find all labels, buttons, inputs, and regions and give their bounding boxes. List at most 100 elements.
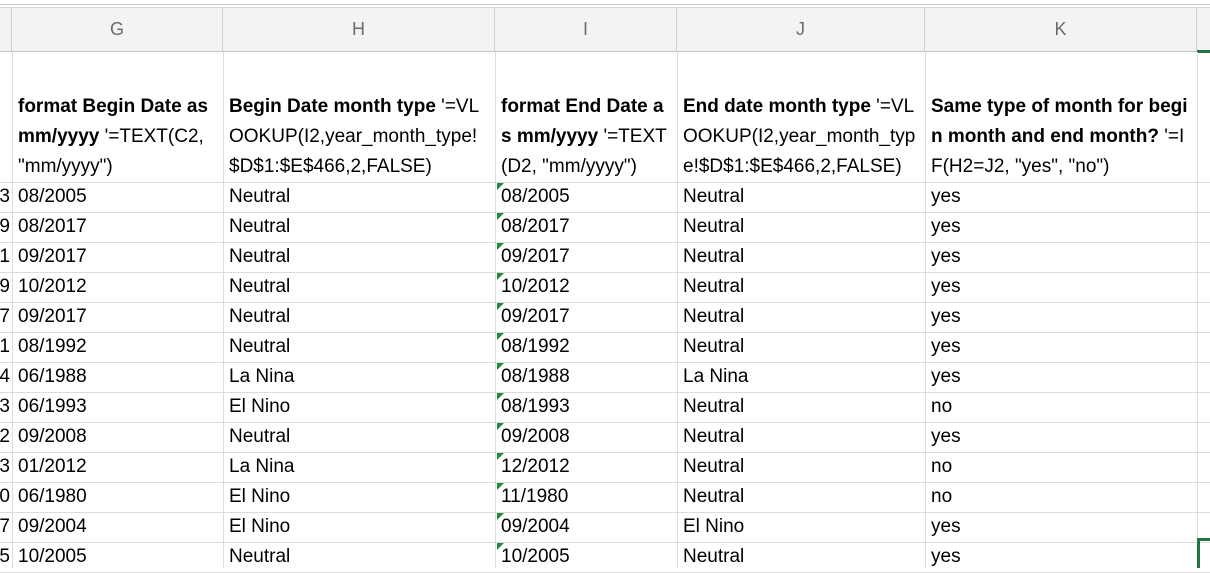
cell-g[interactable]: 08/2005: [18, 186, 87, 207]
column-header-i[interactable]: I: [495, 8, 677, 52]
cell-h[interactable]: El Nino: [229, 396, 291, 417]
cell-j[interactable]: Neutral: [683, 456, 745, 477]
error-indicator-icon[interactable]: [497, 333, 504, 340]
cell-i[interactable]: 09/2017: [501, 306, 570, 327]
error-indicator-icon[interactable]: [497, 393, 504, 400]
cell-i[interactable]: 11/1980: [501, 486, 569, 507]
clipped-cell[interactable]: 9: [0, 272, 12, 302]
header-cell-j[interactable]: End date month type '=VLOOKUP(I2,year_mo…: [677, 52, 925, 182]
cell-j[interactable]: Neutral: [683, 246, 745, 267]
cell-k[interactable]: yes: [931, 216, 961, 237]
cell-k[interactable]: no: [931, 456, 953, 477]
cell-j[interactable]: Neutral: [683, 276, 745, 297]
cell-h[interactable]: Neutral: [229, 216, 291, 237]
cell-k[interactable]: yes: [931, 246, 961, 267]
cell-h[interactable]: Neutral: [229, 186, 291, 207]
header-cell-h[interactable]: Begin Date month type '=VLOOKUP(I2,year_…: [223, 52, 495, 182]
cell-h[interactable]: La Nina: [229, 456, 295, 477]
cell-i[interactable]: 10/2005: [501, 546, 570, 567]
cell-k[interactable]: yes: [931, 306, 961, 327]
cell-i[interactable]: 08/2005: [501, 186, 570, 207]
sheet-grid[interactable]: format Begin Date as mm/yyyy '=TEXT(C2, …: [0, 52, 1210, 573]
error-indicator-icon[interactable]: [497, 483, 504, 490]
clipped-cell[interactable]: 3: [0, 392, 12, 422]
cell-k[interactable]: yes: [931, 336, 961, 357]
cell-g[interactable]: 06/1988: [18, 366, 87, 387]
cell-k[interactable]: yes: [931, 276, 961, 297]
cell-h[interactable]: Neutral: [229, 306, 291, 327]
clipped-cell[interactable]: 1: [0, 332, 12, 362]
cell-k[interactable]: yes: [931, 546, 961, 567]
error-indicator-icon[interactable]: [497, 183, 504, 190]
cell-h[interactable]: Neutral: [229, 336, 291, 357]
cell-j[interactable]: El Nino: [683, 516, 745, 537]
header-cell-g[interactable]: format Begin Date as mm/yyyy '=TEXT(C2, …: [12, 52, 223, 182]
clipped-cell[interactable]: 7: [0, 302, 12, 332]
cell-k[interactable]: no: [931, 486, 953, 507]
cell-g[interactable]: 09/2017: [18, 246, 87, 267]
cell-j[interactable]: La Nina: [683, 366, 749, 387]
cell-g[interactable]: 09/2004: [18, 516, 87, 537]
cell-h[interactable]: El Nino: [229, 516, 291, 537]
clipped-cell[interactable]: 9: [0, 212, 12, 242]
clipped-cell[interactable]: 0: [0, 482, 12, 512]
cell-i[interactable]: 09/2004: [501, 516, 570, 537]
cell-k[interactable]: yes: [931, 516, 961, 537]
cell-i[interactable]: 10/2012: [501, 276, 570, 297]
cell-h[interactable]: Neutral: [229, 546, 291, 567]
clipped-cell[interactable]: 3: [0, 182, 12, 212]
error-indicator-icon[interactable]: [497, 303, 504, 310]
clipped-cell[interactable]: 1: [0, 242, 12, 272]
cell-g[interactable]: 09/2008: [18, 426, 87, 447]
error-indicator-icon[interactable]: [497, 213, 504, 220]
cell-i[interactable]: 09/2017: [501, 246, 570, 267]
cell-h[interactable]: Neutral: [229, 246, 291, 267]
cell-k[interactable]: yes: [931, 366, 961, 387]
error-indicator-icon[interactable]: [497, 423, 504, 430]
clipped-cell[interactable]: 2: [0, 422, 12, 452]
column-header-g[interactable]: G: [12, 8, 223, 52]
cell-g[interactable]: 06/1980: [18, 486, 87, 507]
cell-j[interactable]: Neutral: [683, 426, 745, 447]
clipped-cell[interactable]: 5: [0, 542, 12, 572]
error-indicator-icon[interactable]: [497, 243, 504, 250]
cell-g[interactable]: 06/1993: [18, 396, 87, 417]
cell-h[interactable]: Neutral: [229, 426, 291, 447]
clipped-cell[interactable]: 7: [0, 512, 12, 542]
cell-g[interactable]: 09/2017: [18, 306, 87, 327]
cell-i[interactable]: 09/2008: [501, 426, 570, 447]
cell-k[interactable]: no: [931, 396, 953, 417]
cell-j[interactable]: Neutral: [683, 486, 745, 507]
cell-i[interactable]: 08/1988: [501, 366, 570, 387]
cell-k[interactable]: yes: [931, 426, 961, 447]
cell-i[interactable]: 08/2017: [501, 216, 570, 237]
column-header-next[interactable]: [1197, 8, 1210, 52]
cell-h[interactable]: El Nino: [229, 486, 291, 507]
column-header-j[interactable]: J: [677, 8, 925, 52]
cell-j[interactable]: Neutral: [683, 546, 745, 567]
cell-g[interactable]: 01/2012: [18, 456, 87, 477]
cell-j[interactable]: Neutral: [683, 306, 745, 327]
cell-h[interactable]: La Nina: [229, 366, 295, 387]
header-cell-i[interactable]: format End Date as mm/yyyy '=TEXT(D2, "m…: [495, 52, 677, 182]
cell-i[interactable]: 08/1992: [501, 336, 570, 357]
cell-g[interactable]: 08/1992: [18, 336, 87, 357]
cell-g[interactable]: 10/2012: [18, 276, 87, 297]
cell-j[interactable]: Neutral: [683, 186, 745, 207]
clipped-cell[interactable]: 3: [0, 452, 12, 482]
column-header-k[interactable]: K: [925, 8, 1197, 52]
error-indicator-icon[interactable]: [497, 513, 504, 520]
cell-h[interactable]: Neutral: [229, 276, 291, 297]
cell-i[interactable]: 08/1993: [501, 396, 570, 417]
cell-k[interactable]: yes: [931, 186, 961, 207]
header-cell-k[interactable]: Same type of month for begin month and e…: [925, 52, 1197, 182]
cell-j[interactable]: Neutral: [683, 216, 745, 237]
cell-j[interactable]: Neutral: [683, 336, 745, 357]
cell-g[interactable]: 10/2005: [18, 546, 87, 567]
error-indicator-icon[interactable]: [497, 453, 504, 460]
column-header-h[interactable]: H: [223, 8, 495, 52]
error-indicator-icon[interactable]: [497, 273, 504, 280]
cell-g[interactable]: 08/2017: [18, 216, 87, 237]
error-indicator-icon[interactable]: [497, 363, 504, 370]
error-indicator-icon[interactable]: [497, 543, 504, 550]
